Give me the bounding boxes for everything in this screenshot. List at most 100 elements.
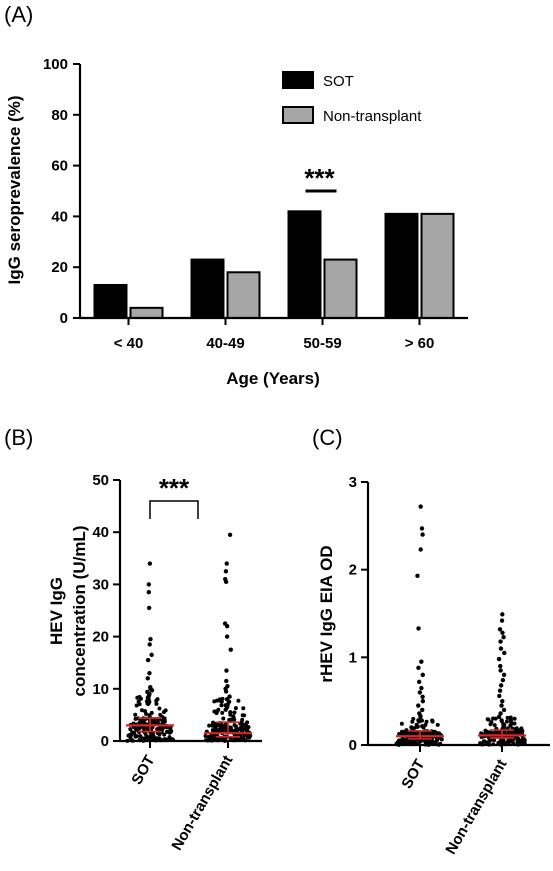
panel-a-bar-non-transplant — [226, 271, 261, 319]
panel-b-point — [220, 696, 225, 701]
panel-b-ticks: 0 10 20 30 40 50 SOT Non-transplant — [92, 472, 262, 853]
panel-c-point — [498, 683, 504, 688]
panel-b-point — [130, 730, 135, 735]
panel-b-point — [146, 590, 152, 595]
panel-a-y-tick-label: 80 — [51, 107, 68, 124]
panel-c-point — [497, 688, 503, 693]
panel-b-point — [136, 699, 141, 704]
panel-c-point — [418, 504, 423, 509]
panel-c-point — [492, 723, 497, 728]
panel-c-point — [411, 716, 416, 721]
panel-c-point — [515, 738, 520, 743]
panel-b-point — [236, 698, 241, 703]
panel-b-point — [239, 720, 244, 725]
panel-b-point — [146, 605, 152, 611]
panel-c-point — [416, 626, 421, 631]
panel-c-point — [419, 659, 424, 664]
panel-c-point — [489, 730, 494, 735]
panel-b-y-tick-label: 50 — [92, 472, 109, 489]
panel-b-point — [148, 637, 153, 642]
panel-b-point — [212, 709, 217, 714]
panel-c-point — [500, 677, 506, 683]
panel-b-x-tick-label: Non-transplant — [168, 753, 236, 854]
panel-b-point — [147, 736, 152, 741]
panel-c-x-tick-label: SOT — [398, 757, 428, 792]
panel-a-x-tick-label: > 60 — [405, 335, 435, 352]
panel-c-point — [415, 573, 420, 579]
panel-c-point — [496, 714, 502, 720]
panel-c-point — [423, 722, 428, 727]
panel-c-point — [499, 703, 504, 708]
panel-b-point — [161, 709, 166, 714]
panel-c-point — [432, 731, 437, 736]
panel-c-point — [509, 737, 514, 742]
panel-c-point — [498, 711, 503, 716]
panel-b-point — [213, 725, 218, 730]
panel-a-x-tick-label: < 40 — [114, 335, 144, 352]
panel-b-point — [147, 670, 152, 676]
panel-c-points — [394, 504, 527, 747]
panel-b-point — [228, 647, 233, 652]
panel-c-y-axis-title: rHEV IgG EIA OD — [317, 545, 336, 682]
panel-b-y-tick-label: 0 — [101, 733, 109, 750]
panel-b-point — [207, 736, 212, 741]
panel-b-point — [147, 561, 153, 566]
panel-c-point — [492, 738, 497, 743]
panel-c-x-tick-label: Non-transplant — [442, 757, 510, 858]
panel-a-bars — [93, 210, 455, 320]
panel-c-point — [498, 663, 503, 669]
panel-a-y-tick-label: 100 — [43, 56, 68, 73]
panel-b-point — [227, 717, 232, 722]
panel-c-point — [420, 672, 425, 678]
panel-c-point — [489, 720, 494, 725]
panel-b-point — [155, 697, 160, 702]
panel-c-point — [493, 730, 498, 735]
panel-c-point — [414, 722, 419, 727]
panel-b-point — [231, 714, 236, 719]
panel-c-point — [421, 725, 426, 730]
panel-c-point — [498, 639, 503, 644]
panel-c-point — [430, 718, 435, 723]
panel-b-point — [228, 710, 233, 715]
panel-b-point — [142, 726, 147, 731]
panel-b-point — [228, 725, 233, 730]
panel-b-significance-bracket — [149, 500, 199, 519]
panel-c-point — [502, 723, 507, 728]
panel-b-point — [149, 688, 155, 693]
panel-a-bar-non-transplant — [420, 212, 455, 319]
panel-b-point — [246, 725, 251, 730]
panel-c-point — [417, 690, 423, 695]
panel-c-point — [496, 656, 502, 662]
panel-b-point — [145, 727, 150, 732]
panel-c-point — [420, 707, 425, 713]
panel-a-significance-label: *** — [304, 163, 335, 193]
panel-c-point — [404, 731, 409, 736]
panel-c-point — [418, 547, 423, 552]
panel-a-y-tick-label: 20 — [51, 259, 68, 276]
panel-b-point — [138, 734, 143, 739]
panel-c-y-tick-label: 2 — [349, 562, 357, 579]
panel-b-point — [223, 579, 229, 584]
panel-a-legend: SOT Non-transplant — [282, 71, 422, 125]
panel-b-x-tick-label: SOT — [128, 753, 158, 788]
panel-b-y-axis-title-line2: concentration (U/mL) — [70, 526, 89, 697]
panel-a-bar-non-transplant — [129, 306, 164, 319]
panel-b-point — [152, 720, 157, 725]
panel-b-point — [144, 711, 149, 716]
panel-b-point — [147, 713, 152, 718]
panel-b-point — [243, 722, 248, 727]
panel-b-point — [143, 731, 148, 736]
panel-c-point — [509, 721, 514, 726]
panel-b-point — [156, 736, 161, 741]
panel-c-ticks: 0 1 2 3 SOT Non-transplant — [349, 474, 550, 857]
panel-b-point — [133, 712, 138, 717]
panel-c-point — [506, 730, 511, 735]
panel-b-point — [145, 676, 150, 681]
panel-b-label: (B) — [4, 425, 33, 450]
panel-c-point — [435, 722, 440, 727]
panel-c-label: (C) — [312, 425, 343, 450]
panel-c-point — [502, 650, 507, 656]
panel-b-point — [138, 696, 143, 701]
panel-c-point — [501, 634, 506, 640]
